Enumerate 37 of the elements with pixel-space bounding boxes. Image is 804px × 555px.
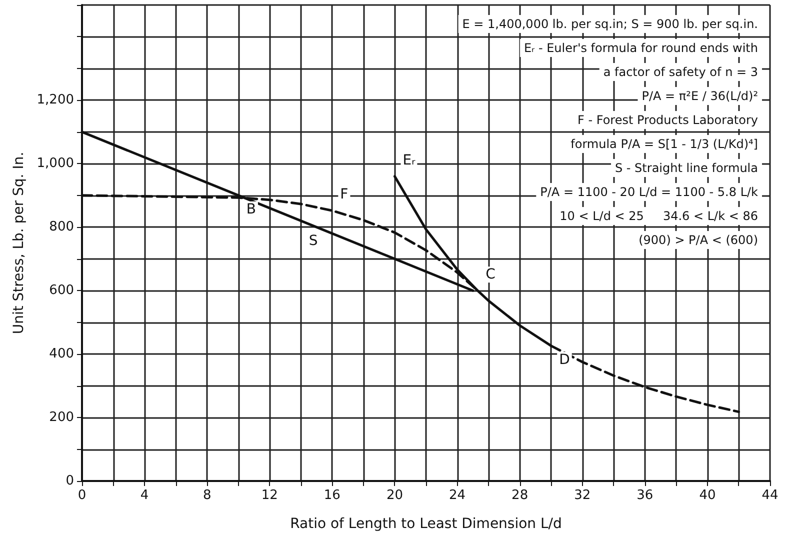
y-tick-label: 200 (49, 410, 74, 426)
annotation: P/A = π²E / 36(L/d)² (642, 89, 758, 103)
y-tick-label: 1,000 (36, 156, 74, 172)
annotation: C (486, 266, 496, 283)
annotation: a factor of safety of n = 3 (603, 65, 758, 79)
x-axis-title: Ratio of Length to Least Dimension L/d (290, 516, 562, 532)
x-tick-label: 40 (699, 488, 716, 503)
x-tick-label: 4 (140, 488, 149, 503)
x-tick-label: 32 (574, 488, 591, 503)
annotation: B (246, 201, 256, 218)
x-tick-label: 28 (512, 488, 528, 503)
annotation: P/A = 1100 - 20 L/d = 1100 - 5.8 L/k (540, 185, 758, 199)
annotation: D (559, 352, 570, 368)
annotation: S (308, 233, 318, 250)
annotation: S - Straight line formula (614, 161, 758, 175)
annotation: Eᵣ - Euler's formula for round ends with (524, 41, 758, 55)
y-axis-title: Unit Stress, Lb. per Sq. In. (10, 152, 27, 334)
y-tick-label: 400 (49, 346, 74, 362)
annotation: F - Forest Products Laboratory (578, 113, 758, 127)
x-tick-label: 8 (202, 488, 212, 503)
x-tick-label: 20 (386, 488, 403, 503)
annotation: 10 < L/d < 25 34.6 < L/k < 86 (560, 209, 758, 223)
y-tick-label: 0 (66, 474, 74, 488)
x-tick-label: 0 (78, 488, 86, 503)
x-tick-label: 12 (261, 488, 278, 503)
annotation: formula P/A = S[1 - 1/3 (L/Kd)⁴] (570, 137, 758, 151)
annotation: F (340, 186, 348, 203)
x-tick-label: 36 (636, 488, 654, 503)
x-tick-label: 44 (762, 488, 778, 503)
y-tick-label: 1,200 (36, 92, 74, 108)
x-tick-label: 24 (449, 488, 466, 503)
annotation: E = 1,400,000 lb. per sq.in; S = 900 lb. per sq.in. (462, 17, 758, 31)
annotation: Eᵣ (402, 152, 416, 168)
x-tick-label: 16 (324, 488, 340, 503)
y-tick-label: 600 (49, 283, 74, 298)
annotation: (900) > P/A < (600) (638, 233, 758, 247)
y-tick-label: 800 (49, 220, 74, 235)
